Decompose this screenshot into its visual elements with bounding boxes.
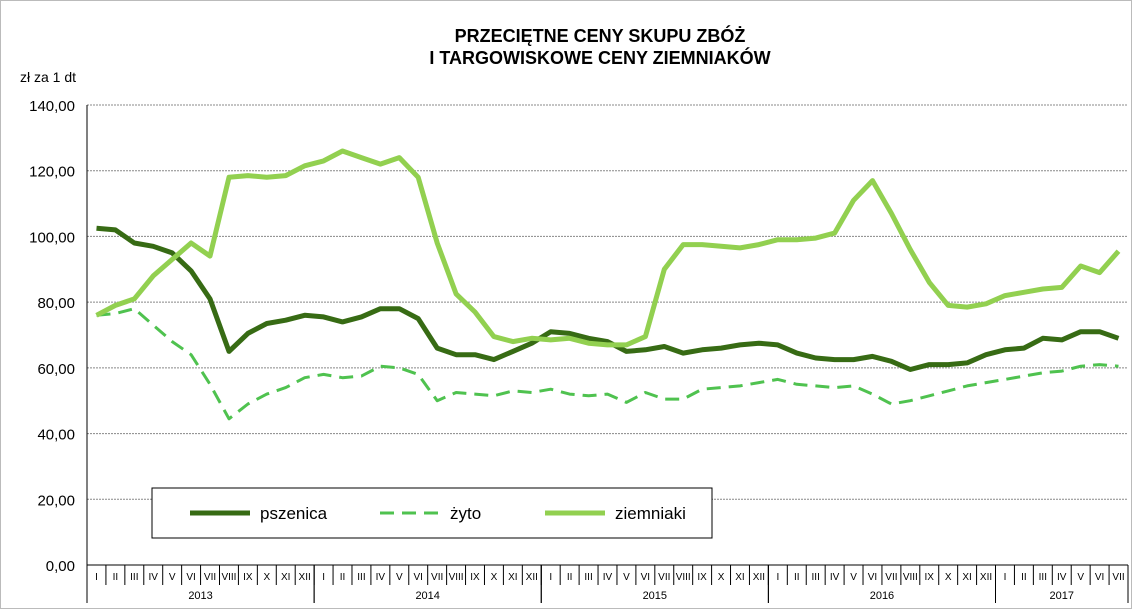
x-tick-label: IX [925,572,935,583]
y-tick-label: 80,00 [37,295,75,312]
x-tick-label: I [322,572,325,583]
x-tick-label: IX [243,572,253,583]
x-tick-label: IV [830,572,840,583]
x-tick-label: I [1004,572,1007,583]
x-tick-label: XI [508,572,517,583]
series-line [96,225,1120,372]
x-tick-label: XI [281,572,290,583]
x-tick-label: I [549,572,552,583]
x-tick-label: II [1021,572,1027,583]
x-tick-label: VII [204,572,216,583]
x-tick-label: VI [641,572,650,583]
x-tick-label: X [491,572,498,583]
x-tick-label: VI [868,572,877,583]
x-tick-label: V [396,572,403,583]
x-tick-label: VIII [903,572,918,583]
x-tick-label: VIII [676,572,691,583]
x-tick-label: VIII [449,572,464,583]
x-tick-label: XII [980,572,992,583]
x-tick-label: X [718,572,725,583]
x-tick-label: VI [1095,572,1104,583]
x-tick-label: VI [414,572,423,583]
legend-label: ziemniaki [615,504,686,523]
x-tick-label: II [794,572,800,583]
y-tick-label: 40,00 [37,427,75,444]
x-tick-label: X [263,572,270,583]
y-tick-label: 140,00 [29,98,75,115]
chart-title: I TARGOWISKOWE CENY ZIEMNIAKÓW [429,47,770,68]
x-tick-label: XI [735,572,744,583]
x-group-label: 2014 [415,590,439,602]
x-tick-label: V [169,572,176,583]
x-tick-label: III [812,572,820,583]
x-tick-label: I [776,572,779,583]
x-tick-label: IX [697,572,707,583]
legend-label: pszenica [260,504,328,523]
x-tick-label: III [584,572,592,583]
x-tick-label: VIII [221,572,236,583]
series-line [95,148,1121,348]
x-group-label: 2016 [870,590,894,602]
x-tick-label: V [623,572,630,583]
x-tick-label: IX [470,572,480,583]
x-tick-label: VII [658,572,670,583]
x-group-label: 2015 [643,590,667,602]
x-tick-label: II [567,572,573,583]
x-tick-label: XII [526,572,538,583]
series-line [96,307,1119,421]
chart-title: PRZECIĘTNE CENY SKUPU ZBÓŻ [455,25,746,46]
x-tick-label: X [945,572,952,583]
x-tick-label: VII [885,572,897,583]
x-tick-label: XI [962,572,971,583]
x-tick-label: III [130,572,138,583]
x-tick-label: II [340,572,346,583]
x-tick-label: VI [186,572,195,583]
legend-label: żyto [450,504,481,523]
y-tick-label: 100,00 [29,229,75,246]
x-tick-label: IV [1057,572,1067,583]
x-tick-label: IV [149,572,159,583]
x-tick-label: V [1077,572,1084,583]
x-tick-label: I [95,572,98,583]
x-tick-label: IV [603,572,613,583]
x-tick-label: III [357,572,365,583]
y-tick-label: 60,00 [37,361,75,378]
x-tick-label: VII [431,572,443,583]
y-tick-label: 20,00 [37,492,75,509]
x-group-label: 2013 [188,590,212,602]
x-tick-label: II [113,572,119,583]
y-tick-label: 0,00 [46,558,75,575]
y-axis-label: zł za 1 dt [20,69,76,85]
x-tick-label: XII [299,572,311,583]
x-tick-label: III [1039,572,1047,583]
y-tick-label: 120,00 [29,164,75,181]
x-tick-label: V [850,572,857,583]
x-tick-label: VII [1112,572,1124,583]
x-tick-label: IV [376,572,386,583]
x-tick-label: XII [753,572,765,583]
x-group-label: 2017 [1050,590,1074,602]
